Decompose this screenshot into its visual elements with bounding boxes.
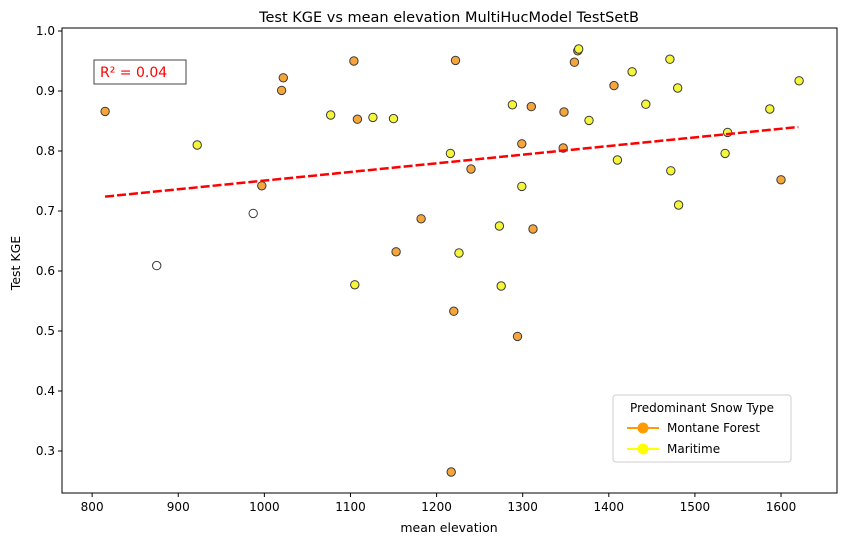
data-point-s0-20 — [609, 80, 619, 91]
r-squared-annotation: R² = 0.04 — [93, 59, 187, 85]
legend-title: Predominant Snow Type — [630, 401, 774, 415]
data-point-s0-12 — [512, 331, 523, 342]
data-point-s0-5 — [352, 114, 363, 124]
data-point-s0-14 — [526, 101, 536, 112]
x-axis: 800 900 1000 1100 1200 1300 1400 1500 1600 — [81, 493, 797, 514]
data-point-s0-11 — [466, 164, 476, 174]
data-point-s1-19 — [673, 200, 684, 210]
x-tick-label: 1300 — [507, 500, 538, 514]
data-point-s1-4 — [388, 113, 399, 124]
data-point-s1-13 — [612, 155, 623, 165]
data-point-s0-7 — [416, 214, 426, 224]
data-point-s0-3 — [278, 73, 288, 83]
data-point-s0-16 — [559, 107, 569, 117]
data-point-s1-22 — [765, 104, 775, 114]
legend-entry-montane-forest: Montane Forest — [627, 421, 760, 435]
data-point-s0-0 — [100, 106, 110, 117]
x-tick-label: 1200 — [421, 500, 452, 514]
data-point-s1-20 — [720, 148, 730, 159]
x-tick-label: 900 — [167, 500, 190, 514]
data-point-s1-15 — [641, 99, 651, 109]
y-tick-label: 0.6 — [36, 264, 55, 278]
data-point-s0-1 — [257, 181, 267, 191]
y-tick-label: 0.4 — [36, 384, 55, 398]
legend-entry-maritime: Maritime — [627, 442, 720, 456]
y-axis: 0.3 0.4 0.5 0.6 0.7 0.8 0.9 1.0 — [36, 24, 62, 458]
data-point-s1-11 — [574, 44, 584, 54]
data-point-s1-6 — [454, 248, 464, 258]
data-point-s0-15 — [528, 224, 538, 234]
regression-line — [104, 125, 799, 198]
data-point-s1-2 — [350, 280, 360, 290]
x-tick-label: 1600 — [766, 500, 797, 514]
annotation-box — [93, 59, 187, 85]
data-point-s1-23 — [794, 76, 804, 86]
data-point-s0-13 — [517, 139, 527, 149]
x-tick-label: 1000 — [249, 500, 280, 514]
data-point-s1-7 — [494, 221, 505, 231]
y-tick-label: 0.5 — [36, 324, 55, 338]
data-point-s2-0 — [152, 260, 162, 271]
data-point-s0-8 — [449, 306, 459, 316]
legend-label-maritime: Maritime — [667, 442, 720, 456]
data-point-s1-0 — [192, 140, 202, 150]
axes-border — [61, 27, 838, 494]
data-point-s1-16 — [665, 54, 675, 64]
data-point-s1-10 — [517, 181, 527, 192]
data-point-s1-14 — [627, 67, 637, 77]
legend-marker-dot — [637, 443, 649, 455]
data-point-s1-5 — [445, 148, 456, 159]
data-point-s0-2 — [276, 85, 287, 96]
y-tick-label: 0.9 — [36, 84, 55, 98]
data-point-s0-6 — [391, 247, 401, 257]
data-point-s1-18 — [673, 83, 683, 93]
annotation-text: R² = 0.04 — [100, 65, 167, 81]
y-tick-label: 1.0 — [36, 24, 55, 38]
x-tick-label: 1100 — [335, 500, 366, 514]
data-point-s1-17 — [666, 166, 676, 176]
data-point-s0-4 — [349, 56, 359, 66]
x-tick-label: 800 — [81, 500, 104, 514]
legend-marker-dot — [637, 422, 649, 434]
data-point-s0-10 — [446, 467, 456, 477]
x-tick-label: 1500 — [680, 500, 711, 514]
data-point-s0-9 — [450, 55, 461, 66]
chart-title: Test KGE vs mean elevation MultiHucModel… — [258, 10, 639, 26]
y-tick-label: 0.7 — [36, 204, 55, 218]
plot-frame — [61, 27, 838, 494]
plot-area — [100, 44, 804, 477]
data-point-s0-21 — [776, 175, 786, 185]
y-tick-label: 0.3 — [36, 444, 55, 458]
y-axis-label: Test KGE — [8, 236, 23, 291]
x-axis-label: mean elevation — [400, 520, 497, 535]
legend-box — [612, 394, 792, 463]
data-point-s1-3 — [368, 112, 378, 123]
data-point-s1-9 — [507, 100, 518, 110]
x-tick-label: 1400 — [594, 500, 625, 514]
legend-label-montane-forest: Montane Forest — [667, 421, 760, 435]
data-point-s1-12 — [584, 115, 594, 126]
data-point-s1-1 — [326, 110, 336, 120]
data-point-s1-8 — [496, 281, 506, 291]
legend: Predominant Snow Type Montane Forest Mar… — [612, 394, 792, 463]
data-point-s0-18 — [569, 57, 580, 67]
data-point-s2-1 — [248, 208, 258, 219]
y-tick-label: 0.8 — [36, 144, 55, 158]
